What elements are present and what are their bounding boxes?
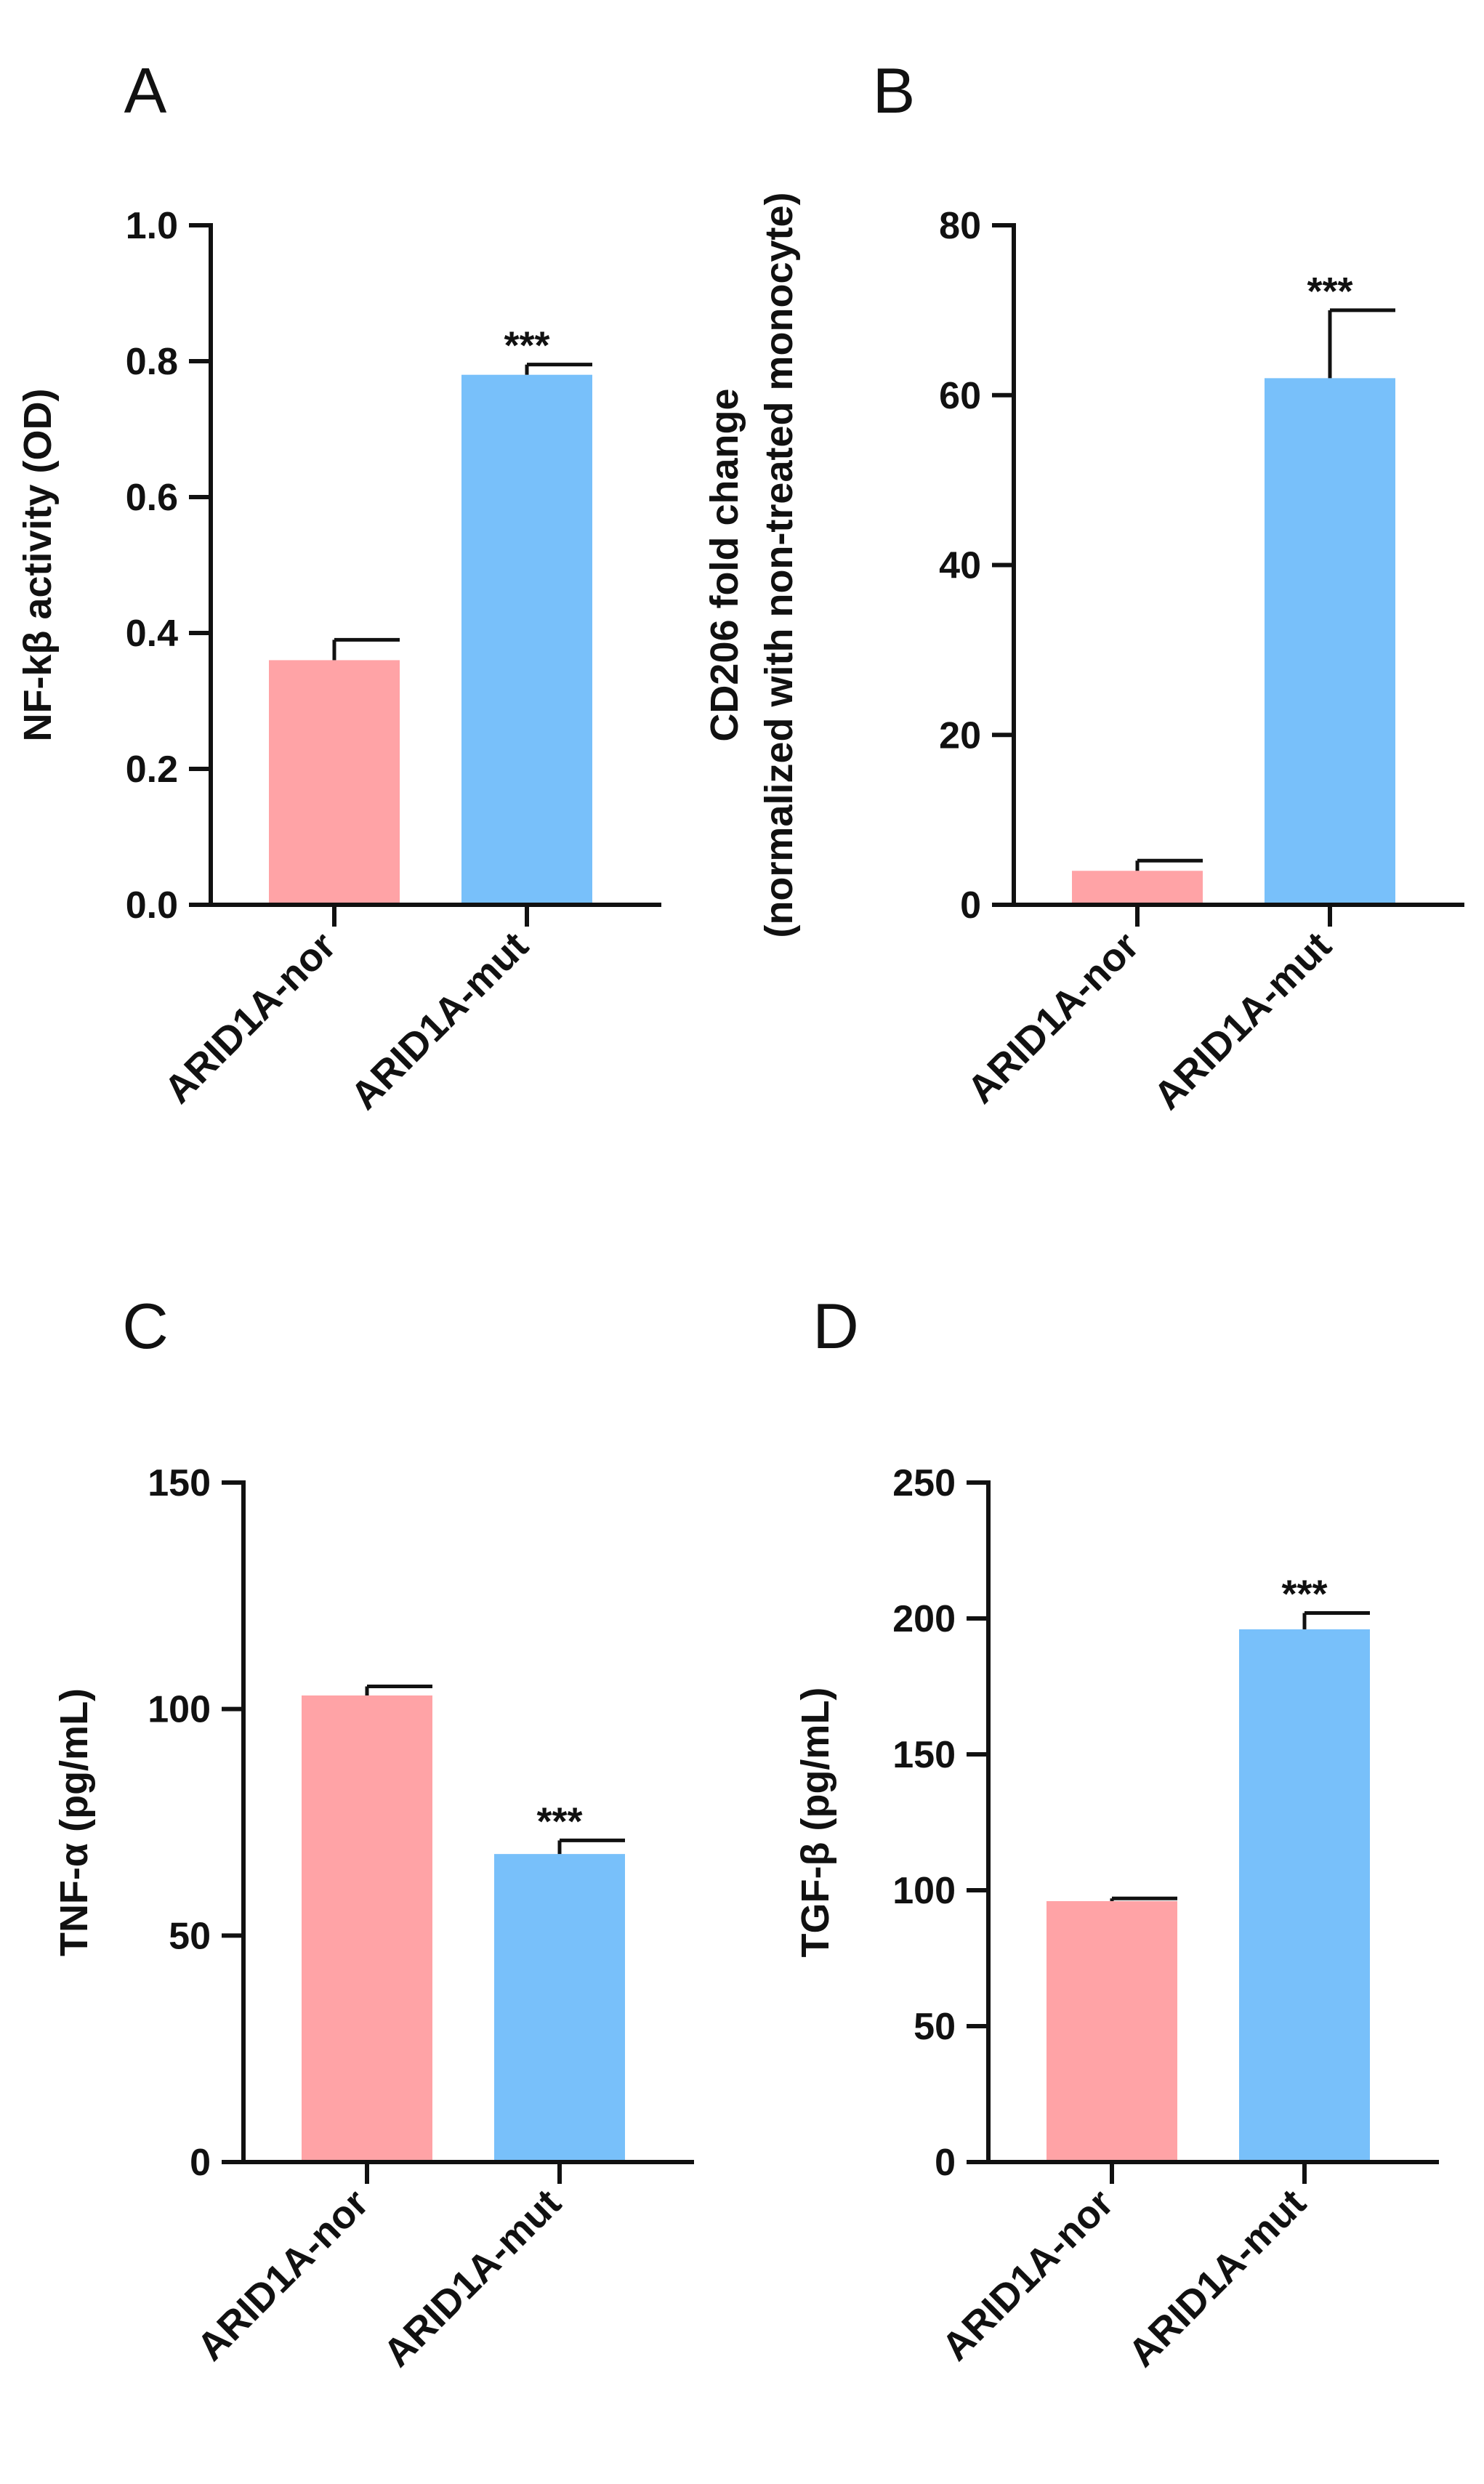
error-bar bbox=[1135, 858, 1203, 871]
significance-marker: *** bbox=[1307, 270, 1352, 313]
x-tick-label: ARID1A-nor bbox=[189, 2181, 377, 2369]
y-tick-label: 40 bbox=[939, 545, 981, 587]
x-tick-label: ARID1A-mut bbox=[375, 2181, 569, 2375]
y-tick-label: 0 bbox=[190, 2142, 211, 2184]
y-axis-title: TGF-β (pg/mL) bbox=[794, 1687, 837, 1958]
y-axis-title: CD206 fold change bbox=[703, 388, 746, 741]
y-tick-label: 0 bbox=[960, 884, 981, 927]
y-tick-label: 1.0 bbox=[126, 205, 178, 247]
x-tick-label: ARID1A-nor bbox=[934, 2181, 1122, 2369]
error-bar bbox=[365, 1685, 432, 1695]
error-bar bbox=[1328, 308, 1395, 379]
bar-arid1a-nor bbox=[302, 1695, 432, 2162]
y-tick-label: 60 bbox=[939, 375, 981, 417]
y-tick-label: 20 bbox=[939, 714, 981, 757]
bar-arid1a-nor bbox=[1072, 871, 1203, 905]
y-tick-label: 100 bbox=[148, 1689, 211, 1731]
significance-marker: *** bbox=[536, 1799, 582, 1843]
significance-marker: *** bbox=[504, 324, 549, 368]
bar-arid1a-mut bbox=[494, 1854, 625, 2162]
y-tick-label: 150 bbox=[892, 1734, 956, 1776]
y-tick-label: 0.8 bbox=[126, 341, 178, 383]
y-tick-label: 0.6 bbox=[126, 477, 178, 519]
y-tick-label: 0 bbox=[935, 2142, 956, 2184]
y-tick-label: 100 bbox=[892, 1870, 956, 1912]
bar-arid1a-mut bbox=[461, 374, 592, 905]
bar-arid1a-nor bbox=[269, 660, 400, 905]
error-bar bbox=[1110, 1896, 1177, 1901]
y-tick-label: 200 bbox=[892, 1598, 956, 1640]
panel-letter: D bbox=[812, 1290, 859, 1362]
panel-letter: C bbox=[122, 1290, 169, 1362]
bar-arid1a-nor bbox=[1047, 1900, 1177, 2162]
y-axis-title: TNF-α (pg/mL) bbox=[52, 1688, 96, 1956]
y-axis-title: NF-kβ activity (OD) bbox=[16, 388, 60, 741]
error-bar bbox=[557, 1838, 625, 1855]
y-tick-label: 150 bbox=[148, 1462, 211, 1504]
panel-a: A *** 0.0 0.2 0.4 0.6 0.8 1.0 ARID1A-norARID1A-m… bbox=[16, 55, 661, 1118]
error-bar bbox=[525, 363, 592, 375]
bar-arid1a-mut bbox=[1265, 378, 1395, 905]
panel-letter: A bbox=[124, 55, 167, 126]
error-bar bbox=[1302, 1611, 1370, 1629]
y-tick-label: 0.0 bbox=[126, 884, 178, 927]
x-tick-label: ARID1A-mut bbox=[342, 924, 536, 1118]
x-tick-label: ARID1A-nor bbox=[156, 924, 344, 1112]
significance-marker: *** bbox=[1281, 1573, 1327, 1616]
x-tick-label: ARID1A-mut bbox=[1120, 2181, 1314, 2375]
y-tick-label: 0.4 bbox=[126, 613, 178, 655]
panel-letter: B bbox=[873, 55, 916, 126]
y-tick-label: 50 bbox=[169, 1915, 211, 1957]
x-tick-label: ARID1A-mut bbox=[1145, 924, 1339, 1118]
y-axis-title-line-2: (normalized with non-treated monocyte) bbox=[757, 192, 801, 937]
y-tick-label: 50 bbox=[914, 2006, 956, 2048]
y-tick-label: 250 bbox=[892, 1462, 956, 1504]
bar-arid1a-mut bbox=[1239, 1629, 1370, 2162]
y-tick-label: 80 bbox=[939, 205, 981, 247]
error-bar bbox=[332, 637, 400, 661]
x-tick-label: ARID1A-nor bbox=[959, 924, 1148, 1112]
y-tick-label: 0.2 bbox=[126, 749, 178, 791]
